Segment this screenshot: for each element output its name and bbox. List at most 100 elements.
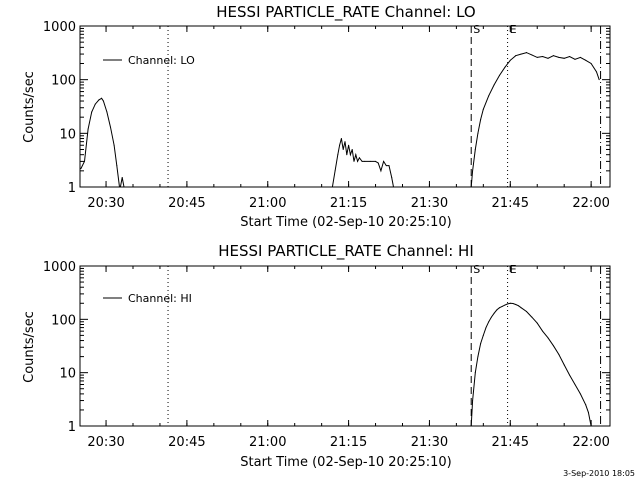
data-point-hi — [558, 353, 560, 355]
data-point-lo — [377, 162, 379, 164]
data-point-hi — [499, 307, 501, 309]
data-point-lo — [87, 128, 89, 130]
x-tick-label-lo: 21:00 — [249, 196, 286, 211]
data-point-hi — [477, 356, 479, 358]
data-point-lo — [346, 154, 348, 156]
data-point-lo — [504, 66, 506, 68]
data-point-lo — [113, 144, 115, 146]
data-point-lo — [598, 79, 600, 81]
x-tick-label-hi: 21:45 — [492, 435, 529, 450]
data-point-hi — [488, 321, 490, 323]
data-point-hi — [517, 305, 519, 307]
data-point-lo — [80, 168, 82, 170]
data-point-hi — [470, 425, 472, 427]
data-point-hi — [542, 330, 544, 332]
data-point-lo — [385, 165, 387, 167]
data-point-lo — [552, 55, 554, 57]
data-point-lo — [388, 165, 390, 167]
x-tick-label-lo: 20:45 — [168, 196, 205, 211]
data-point-lo — [391, 177, 393, 179]
data-point-lo — [542, 56, 544, 58]
data-point-hi — [507, 303, 509, 305]
data-point-lo — [361, 160, 363, 162]
data-point-hi — [579, 393, 581, 395]
data-point-lo — [358, 157, 360, 159]
plot-frame-hi — [79, 265, 611, 427]
data-point-hi — [485, 327, 487, 329]
data-point-lo — [98, 99, 100, 101]
y-tick-label-hi: 10 — [59, 367, 76, 382]
data-point-lo — [94, 103, 96, 105]
data-point-lo — [357, 160, 359, 162]
data-point-hi — [587, 411, 589, 413]
data-point-lo — [121, 177, 123, 179]
data-point-lo — [348, 144, 350, 146]
data-point-lo — [339, 144, 341, 146]
data-point-lo — [123, 186, 125, 188]
data-point-hi — [512, 303, 514, 305]
data-point-hi — [501, 305, 503, 307]
data-point-hi — [520, 307, 522, 309]
y-tick-label-lo: 1000 — [43, 20, 76, 35]
data-point-hi — [590, 425, 592, 427]
data-point-lo — [110, 126, 112, 128]
x-axis-label-lo: Start Time (02-Sep-10 20:25:10) — [240, 215, 451, 230]
data-point-lo — [364, 160, 366, 162]
data-point-lo — [119, 186, 121, 188]
data-point-lo — [493, 84, 495, 86]
x-tick-label-lo: 22:00 — [572, 196, 609, 211]
data-point-lo — [547, 57, 549, 59]
data-point-lo — [520, 53, 522, 55]
data-point-lo — [585, 59, 587, 61]
data-point-hi — [474, 372, 476, 374]
data-point-hi — [509, 302, 511, 304]
data-point-lo — [334, 170, 336, 172]
data-point-lo — [515, 55, 517, 57]
data-point-lo — [482, 108, 484, 110]
data-point-lo — [351, 148, 353, 150]
data-point-hi — [569, 374, 571, 376]
y-axis-label-lo: Counts/sec — [22, 71, 37, 143]
data-point-lo — [596, 71, 598, 73]
data-point-hi — [525, 311, 527, 313]
x-axis-label-hi: Start Time (02-Sep-10 20:25:10) — [240, 455, 451, 470]
data-point-hi — [574, 383, 576, 385]
data-point-hi — [531, 316, 533, 318]
x-tick-label-hi: 21:15 — [330, 435, 367, 450]
data-point-hi — [482, 334, 484, 336]
legend-label-hi: Channel: HI — [128, 292, 192, 305]
series-line-lo — [331, 138, 394, 188]
y-tick-label-lo: 100 — [51, 74, 76, 89]
data-point-lo — [499, 74, 501, 76]
timestamp-label: 3-Sep-2010 18:05 — [563, 469, 635, 478]
marker-label-lo: S — [473, 23, 480, 36]
data-point-hi — [547, 337, 549, 339]
x-tick-label-hi: 20:30 — [87, 435, 124, 450]
data-point-lo — [349, 154, 351, 156]
data-point-lo — [590, 63, 592, 65]
data-point-hi — [515, 303, 517, 305]
data-point-hi — [490, 316, 492, 318]
marker-label-hi: E — [510, 263, 517, 276]
data-point-hi — [480, 343, 482, 345]
data-point-hi — [563, 364, 565, 366]
data-point-lo — [83, 160, 85, 162]
data-point-lo — [116, 165, 118, 167]
data-point-lo — [509, 59, 511, 61]
data-point-hi — [493, 312, 495, 314]
chart-title-hi: HESSI PARTICLE_RATE Channel: HI — [218, 242, 474, 261]
data-point-lo — [119, 186, 121, 188]
data-point-lo — [558, 56, 560, 58]
x-tick-label-lo: 21:15 — [330, 196, 367, 211]
series-line-lo — [470, 52, 600, 188]
data-point-lo — [337, 154, 339, 156]
data-point-hi — [536, 322, 538, 324]
data-point-lo — [355, 154, 357, 156]
y-tick-label-lo: 10 — [59, 127, 76, 142]
data-point-lo — [477, 132, 479, 134]
panel-hi: HESSI PARTICLE_RATE Channel: HI Start Ti… — [22, 242, 611, 470]
y-axis-label-hi: Counts/sec — [22, 311, 37, 383]
y-tick-label-lo: 1 — [68, 181, 76, 196]
